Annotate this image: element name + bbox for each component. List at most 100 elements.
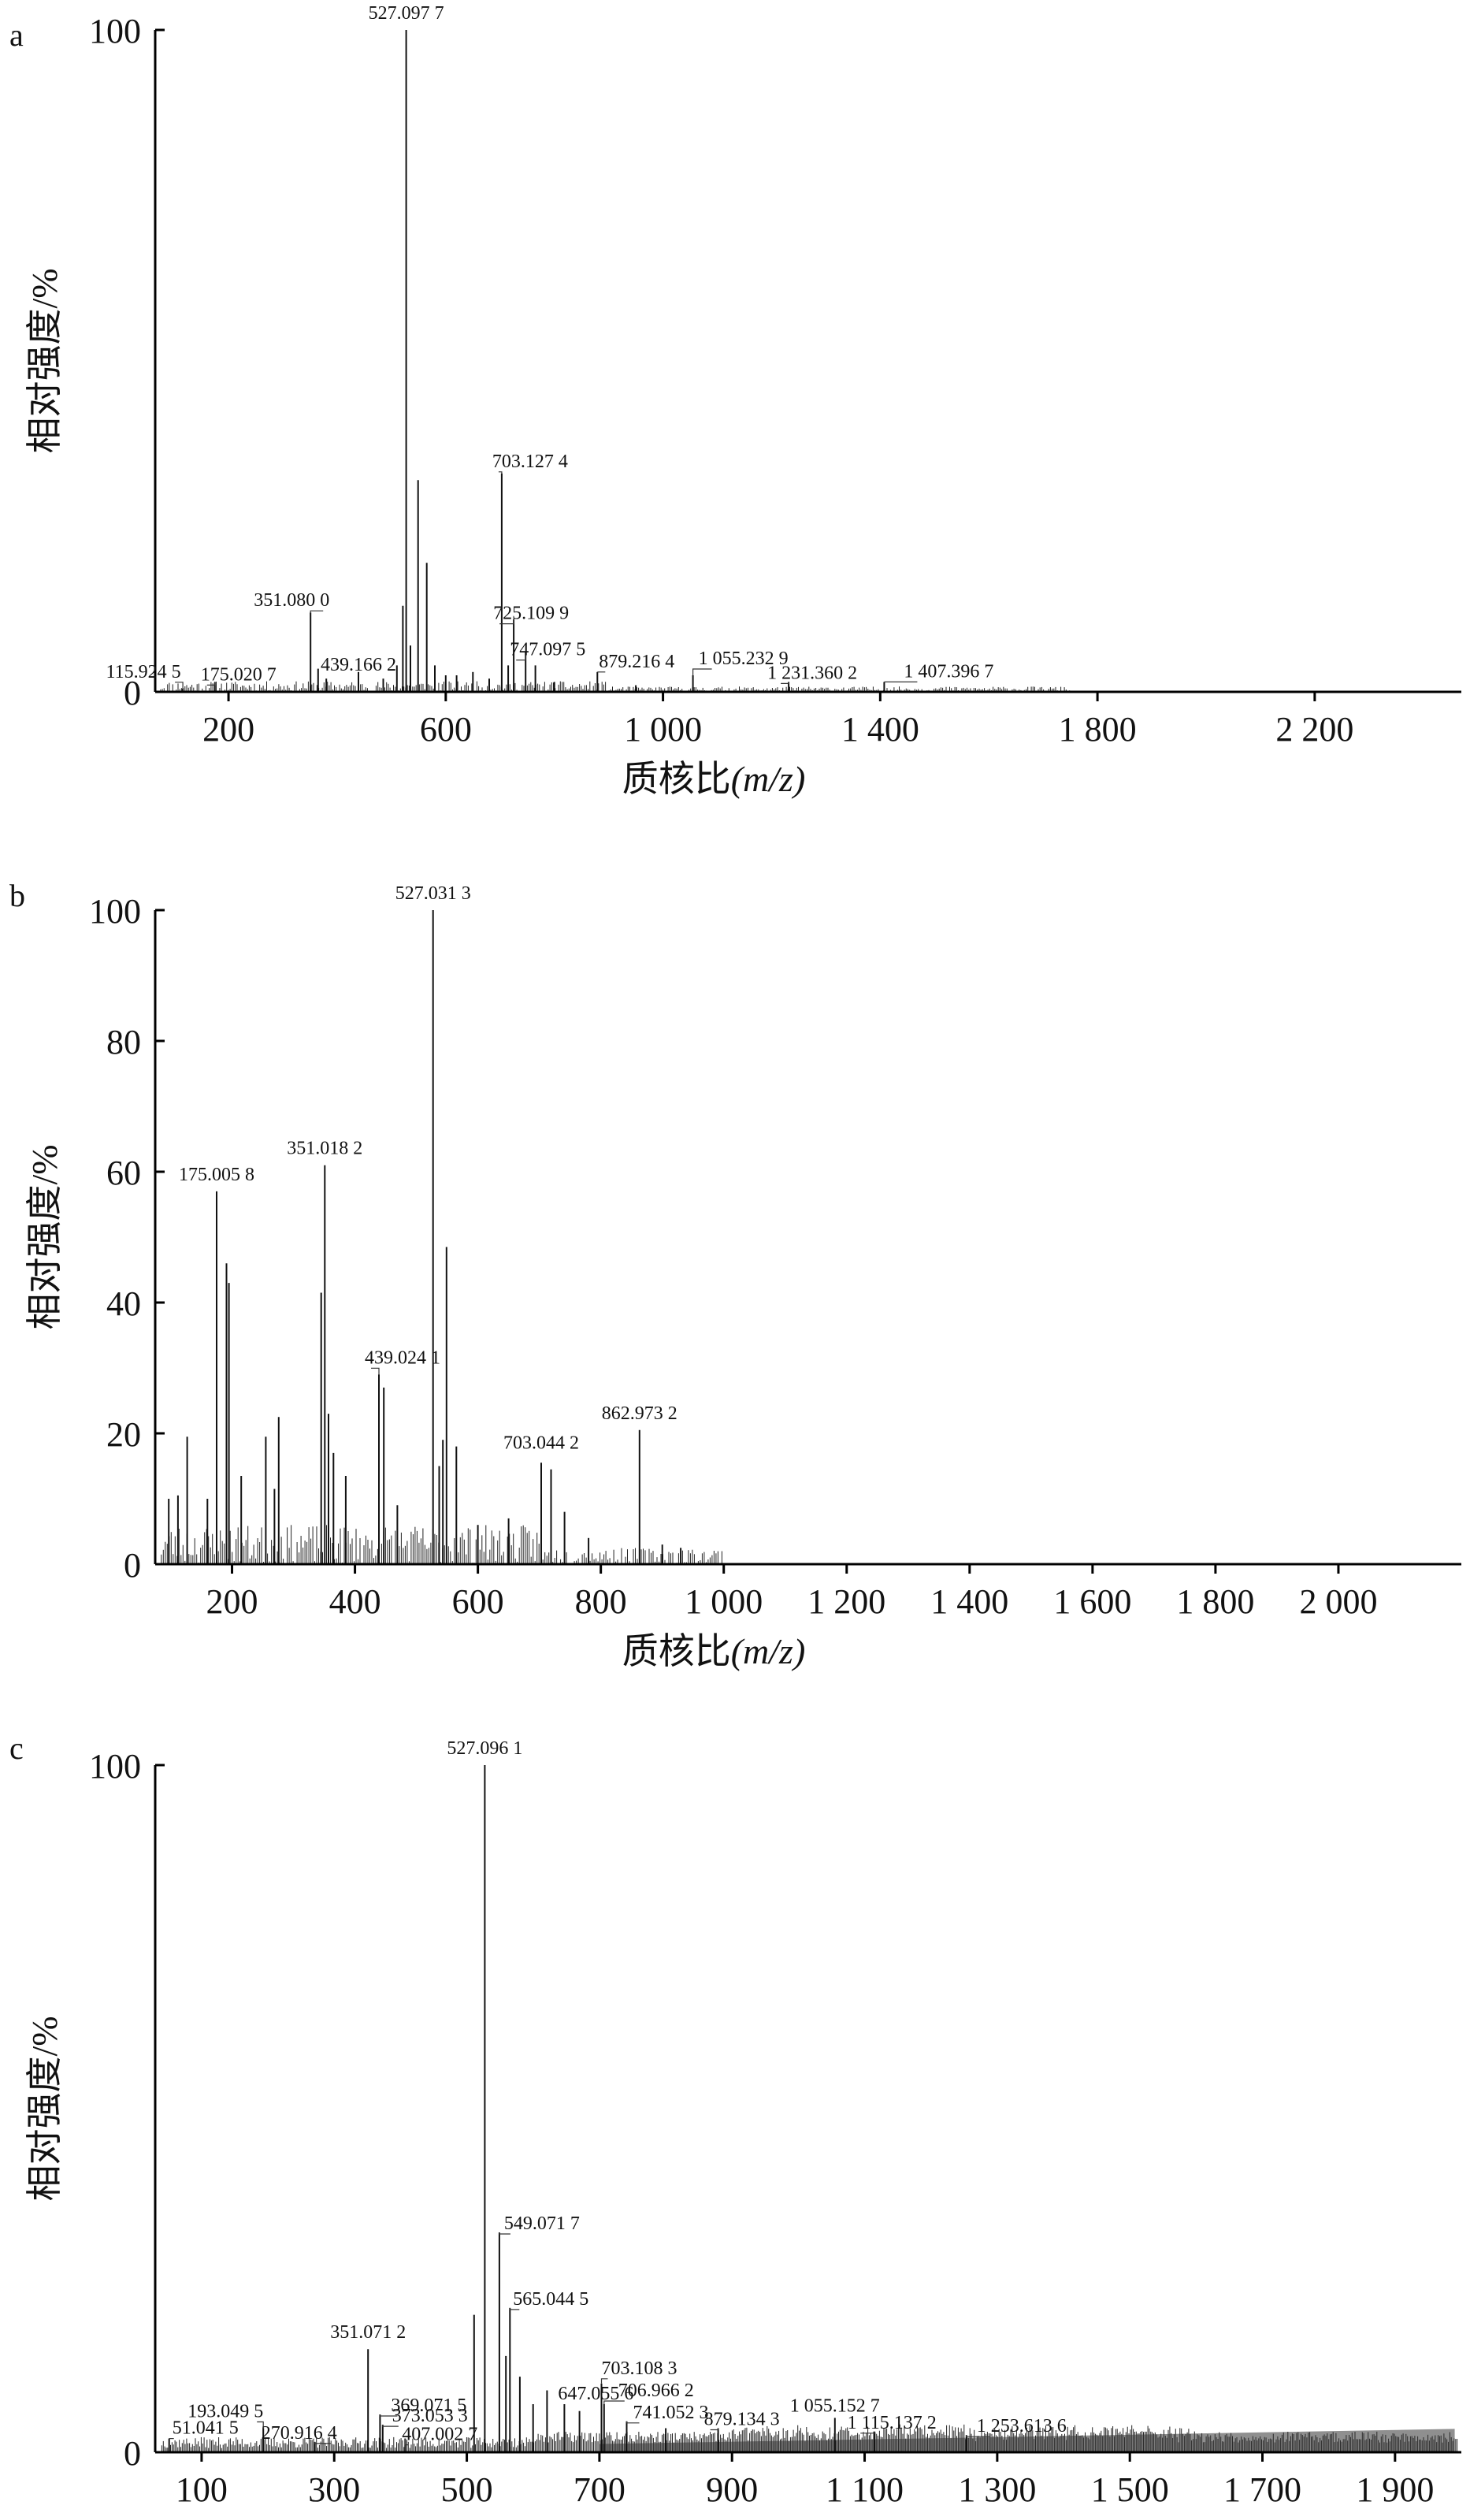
x-tick-label: 1 800	[1176, 1582, 1254, 1621]
y-tick-label: 60	[106, 1154, 141, 1192]
peak-label: 193.049 5	[187, 2402, 263, 2422]
y-tick-label: 20	[106, 1415, 141, 1454]
x-tick-label: 300	[308, 2470, 360, 2509]
annotation-leader	[710, 2428, 719, 2431]
annotation-leader	[206, 682, 216, 686]
y-axis-title: 相对强度/%	[24, 268, 65, 453]
peak-label: 549.071 7	[504, 2213, 580, 2234]
x-tick-label: 1 400	[930, 1582, 1008, 1621]
x-tick-label: 1 300	[958, 2470, 1036, 2509]
x-tick-label: 600	[452, 1582, 504, 1621]
x-tick-label: 1 000	[685, 1582, 763, 1621]
peak-label: 373.053 3	[392, 2406, 468, 2426]
annotation-leader	[498, 471, 503, 474]
y-tick-label: 80	[106, 1023, 141, 1061]
peak-label: 175.020 7	[201, 664, 277, 685]
peak-label: 51.041 5	[173, 2418, 239, 2439]
peak-label: 1 115.137 2	[848, 2413, 937, 2433]
y-tick-label: 0	[124, 2434, 141, 2473]
annotation-leader	[499, 2232, 510, 2235]
x-tick-label: 1 000	[624, 710, 702, 749]
annotation-leader	[371, 1367, 380, 1375]
y-tick-label: 0	[124, 1546, 141, 1585]
annotation-leader	[499, 619, 514, 625]
annotation-leader	[310, 610, 324, 613]
x-axis-title: 质核比(m/z)	[622, 759, 806, 799]
x-tick-label: 100	[176, 2470, 228, 2509]
x-axis-title-unit: (m/z)	[731, 1631, 806, 1671]
x-tick-label: 1 500	[1091, 2470, 1169, 2509]
x-tick-label: 1 600	[1053, 1582, 1131, 1621]
annotation-leader	[516, 652, 526, 661]
x-tick-label: 1 900	[1356, 2470, 1434, 2509]
x-axis-title-main: 质核比	[622, 759, 731, 799]
peak-label: 741.052 3	[633, 2403, 709, 2423]
x-axis-title-unit: (m/z)	[731, 759, 806, 799]
peak-label: 706.966 2	[618, 2381, 694, 2401]
x-tick-label: 200	[206, 1582, 258, 1621]
peak-label: 1 055.232 9	[699, 649, 789, 669]
x-tick-label: 1 200	[807, 1582, 885, 1621]
x-tick-label: 400	[329, 1582, 381, 1621]
peak-label: 879.216 4	[599, 652, 674, 672]
peak-label: 1 253.613 6	[977, 2416, 1067, 2436]
peak-label: 439.024 1	[365, 1347, 440, 1368]
annotation-leader	[625, 2421, 640, 2424]
peaks	[168, 910, 682, 1564]
peak-label: 527.097 7	[369, 3, 444, 24]
peak-label: 351.018 2	[287, 1139, 362, 1159]
peaks	[182, 30, 885, 692]
baseline-noise	[161, 1525, 722, 1564]
panel-letter: b	[9, 878, 25, 913]
peak-label: 725.109 9	[493, 604, 569, 624]
spectrum-panel-c: c 100 300 500 700 900 1 100 1 300 1 500 1 700 1 90…	[9, 1730, 1461, 2520]
annotation-leader	[382, 2425, 399, 2427]
y-tick-label: 40	[106, 1284, 141, 1323]
annotation-leader	[600, 2378, 608, 2384]
panel-letter: a	[9, 17, 24, 53]
peak-label: 175.005 8	[179, 1165, 254, 1185]
peak-label: 115.924 5	[106, 662, 181, 682]
peak-label: 270.916 4	[262, 2423, 337, 2444]
peak-label: 703.108 3	[602, 2358, 677, 2379]
y-tick-label: 100	[89, 892, 141, 931]
peak-label: 862.973 2	[602, 1403, 677, 1424]
x-tick-label: 800	[575, 1582, 627, 1621]
x-tick-label: 900	[706, 2470, 758, 2509]
peak-label: 439.166 2	[321, 655, 396, 675]
spectrum-panel-a: a 200 600 1 000 1 400 1 800 2 200 0 100 质核比(m/z) 相…	[9, 3, 1461, 799]
peak-label: 351.071 2	[330, 2322, 406, 2343]
peak-label: 565.044 5	[513, 2289, 588, 2310]
baseline-noise-band	[599, 2429, 1455, 2452]
annotation-leader	[404, 2438, 409, 2446]
annotation-leader	[603, 2400, 625, 2404]
x-tick-label: 2 200	[1275, 710, 1353, 749]
y-tick-label: 100	[89, 12, 141, 50]
annotation-leader	[379, 2414, 398, 2417]
x-tick-label: 600	[420, 710, 472, 749]
annotation-leader	[175, 682, 184, 689]
x-tick-label: 1 700	[1223, 2470, 1301, 2509]
peak-label: 703.044 2	[503, 1433, 579, 1453]
x-tick-label: 200	[202, 710, 254, 749]
panel-letter: c	[9, 1730, 24, 1766]
peak-label: 703.127 4	[492, 452, 568, 472]
y-axis-title: 相对强度/%	[24, 2016, 65, 2201]
annotation-leader	[966, 2435, 990, 2437]
peak-label: 879.134 3	[704, 2410, 780, 2430]
x-tick-label: 1 100	[826, 2470, 904, 2509]
peak-label: 747.097 5	[510, 640, 585, 660]
annotation-leader	[860, 2431, 875, 2434]
peak-label: 369.071 5	[391, 2395, 466, 2416]
y-tick-label: 0	[124, 674, 141, 712]
peak-label: 407.002 7	[402, 2425, 477, 2445]
peak-label: 351.080 0	[254, 590, 329, 611]
annotation-leader	[257, 2421, 264, 2429]
peak-label: 527.031 3	[395, 883, 471, 904]
x-tick-label: 1 400	[841, 710, 919, 749]
peak-annotations: 527.096 1 549.071 7 565.044 5 351.071 2 703.…	[169, 1738, 1067, 2446]
annotation-leader	[692, 668, 712, 675]
peak-label: 1 055.152 7	[790, 2395, 880, 2416]
